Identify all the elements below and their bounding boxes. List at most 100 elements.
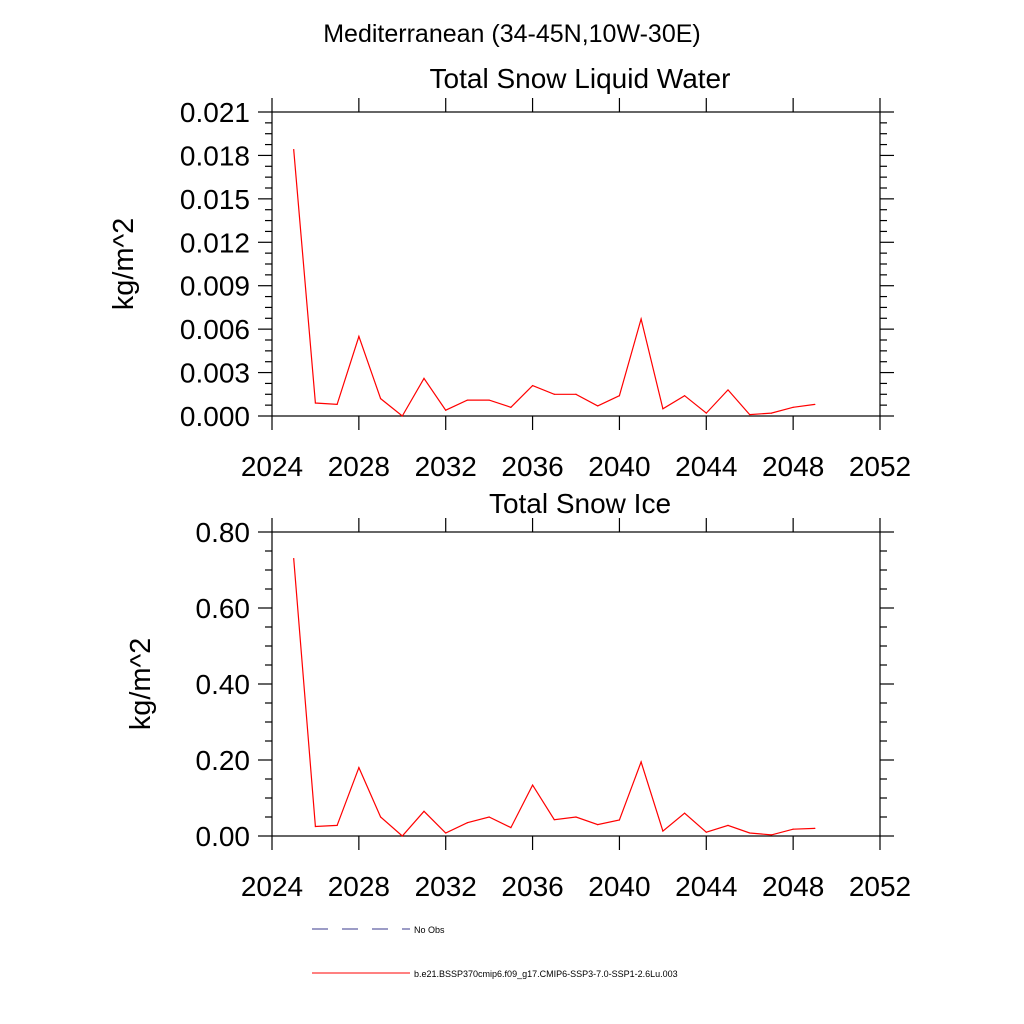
data-point bbox=[618, 819, 621, 821]
data-point bbox=[423, 377, 425, 379]
y-tick-label: 0.015 bbox=[180, 184, 250, 215]
data-point bbox=[445, 832, 447, 834]
data-point bbox=[358, 335, 360, 337]
x-tick-label: 2040 bbox=[588, 451, 650, 482]
x-tick-label: 2040 bbox=[588, 871, 650, 902]
data-point bbox=[531, 784, 534, 786]
y-ticks: 0.00 0.20 0.40 0.60 0.80 bbox=[196, 517, 894, 852]
data-point bbox=[705, 831, 707, 833]
x-tick-label: 2024 bbox=[241, 451, 303, 482]
data-point bbox=[379, 816, 382, 818]
plots-container: Total Snow Liquid Water kg/m^2 2024 2028 203… bbox=[108, 63, 911, 902]
data-point bbox=[488, 399, 490, 401]
legend-item: No Obs bbox=[312, 925, 445, 935]
chart-title: Total Snow Liquid Water bbox=[430, 63, 731, 94]
data-point bbox=[379, 398, 382, 400]
x-ticks: 2024 2028 2032 2036 2040 2044 2048 2052 bbox=[241, 98, 911, 482]
data-point bbox=[510, 827, 512, 829]
y-tick-label: 0.018 bbox=[180, 140, 250, 171]
series-points bbox=[293, 558, 816, 837]
data-point bbox=[814, 403, 816, 406]
data-point bbox=[662, 408, 664, 410]
y-tick-label: 0.012 bbox=[180, 227, 250, 258]
data-point bbox=[401, 835, 403, 837]
data-point bbox=[445, 409, 447, 411]
chart-title: Total Snow Ice bbox=[489, 488, 671, 519]
data-point bbox=[314, 825, 317, 828]
data-point bbox=[640, 761, 642, 763]
x-tick-label: 2052 bbox=[849, 871, 911, 902]
y-tick-label: 0.20 bbox=[196, 745, 251, 776]
x-tick-label: 2052 bbox=[849, 451, 911, 482]
data-point bbox=[683, 395, 686, 397]
x-tick-label: 2048 bbox=[762, 451, 824, 482]
data-point bbox=[336, 403, 338, 406]
data-point bbox=[792, 406, 794, 408]
data-point bbox=[293, 558, 295, 560]
legend-item: b.e21.BSSP370cmip6.f09_g17.CMIP6-SSP3-7.… bbox=[312, 969, 678, 979]
data-point bbox=[314, 402, 317, 404]
data-point bbox=[466, 822, 469, 824]
data-point bbox=[662, 830, 664, 832]
y-tick-label: 0.021 bbox=[180, 97, 250, 128]
y-tick-label: 0.000 bbox=[180, 401, 250, 432]
data-point bbox=[749, 832, 751, 834]
data-point bbox=[401, 415, 403, 417]
x-ticks: 2024 2028 2032 2036 2040 2044 2048 2052 bbox=[241, 518, 911, 902]
data-point bbox=[597, 824, 599, 826]
data-point bbox=[553, 393, 555, 395]
x-tick-label: 2032 bbox=[415, 871, 477, 902]
x-tick-label: 2044 bbox=[675, 451, 737, 482]
y-axis-label: kg/m^2 bbox=[125, 638, 157, 731]
series-line-1 bbox=[293, 149, 815, 417]
x-tick-label: 2044 bbox=[675, 871, 737, 902]
data-point bbox=[488, 816, 490, 818]
y-tick-label: 0.006 bbox=[180, 314, 250, 345]
x-tick-label: 2048 bbox=[762, 871, 824, 902]
plot-frame bbox=[271, 111, 881, 417]
data-point bbox=[792, 828, 794, 830]
series-points bbox=[293, 149, 816, 417]
data-point bbox=[575, 816, 577, 818]
data-point bbox=[727, 389, 729, 391]
data-point bbox=[749, 413, 751, 416]
series-line-1 bbox=[293, 558, 815, 837]
data-point bbox=[531, 385, 534, 387]
y-tick-label: 0.80 bbox=[196, 517, 251, 548]
data-point bbox=[466, 399, 469, 401]
y-axis-label: kg/m^2 bbox=[108, 218, 140, 311]
y-tick-label: 0.003 bbox=[180, 358, 250, 389]
data-point bbox=[683, 812, 686, 814]
x-tick-label: 2036 bbox=[501, 871, 563, 902]
data-point bbox=[423, 810, 425, 812]
data-point bbox=[575, 393, 577, 395]
data-point bbox=[553, 819, 555, 821]
data-point bbox=[640, 318, 642, 320]
data-point bbox=[727, 824, 729, 826]
y-tick-label: 0.40 bbox=[196, 669, 251, 700]
data-point bbox=[705, 412, 707, 414]
x-tick-label: 2024 bbox=[241, 871, 303, 902]
data-point bbox=[510, 406, 512, 408]
x-tick-label: 2036 bbox=[501, 451, 563, 482]
x-tick-label: 2028 bbox=[328, 451, 390, 482]
figure-title: Mediterranean (34-45N,10W-30E) bbox=[323, 20, 701, 48]
data-point bbox=[770, 834, 773, 836]
chart-2: Total Snow Ice kg/m^2 2024 2028 2032 2036 2040… bbox=[125, 488, 911, 902]
legend-label: b.e21.BSSP370cmip6.f09_g17.CMIP6-SSP3-7.… bbox=[414, 969, 678, 979]
y-tick-label: 0.009 bbox=[180, 271, 250, 302]
data-point bbox=[293, 149, 295, 151]
chart-1: Total Snow Liquid Water kg/m^2 2024 2028 203… bbox=[108, 63, 911, 482]
y-tick-label: 0.60 bbox=[196, 593, 251, 624]
x-tick-label: 2032 bbox=[415, 451, 477, 482]
data-point bbox=[814, 827, 816, 830]
y-tick-label: 0.00 bbox=[196, 821, 251, 852]
plot-frame bbox=[271, 531, 881, 837]
data-point bbox=[597, 405, 599, 407]
legend: No Obs b.e21.BSSP370cmip6.f09_g17.CMIP6-S… bbox=[312, 925, 678, 979]
data-point bbox=[618, 395, 621, 397]
legend-label: No Obs bbox=[414, 925, 445, 935]
y-ticks: 0.000 0.003 0.006 0.009 0.012 0.015 0.018 0.021 bbox=[180, 97, 894, 432]
x-tick-label: 2028 bbox=[328, 871, 390, 902]
